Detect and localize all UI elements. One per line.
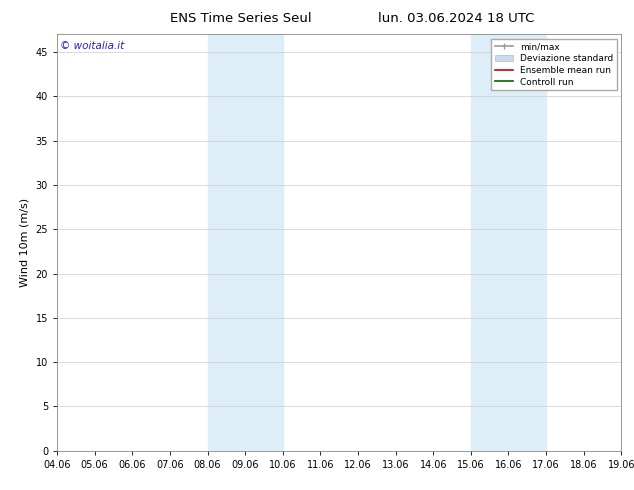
Y-axis label: Wind 10m (m/s): Wind 10m (m/s) [20,198,30,287]
Bar [207,34,283,451]
Legend: min/max, Deviazione standard, Ensemble mean run, Controll run: min/max, Deviazione standard, Ensemble m… [491,39,617,90]
Text: lun. 03.06.2024 18 UTC: lun. 03.06.2024 18 UTC [378,12,534,25]
Text: ENS Time Series Seul: ENS Time Series Seul [170,12,312,25]
Text: © woitalia.it: © woitalia.it [60,41,124,50]
Bar [471,34,546,451]
